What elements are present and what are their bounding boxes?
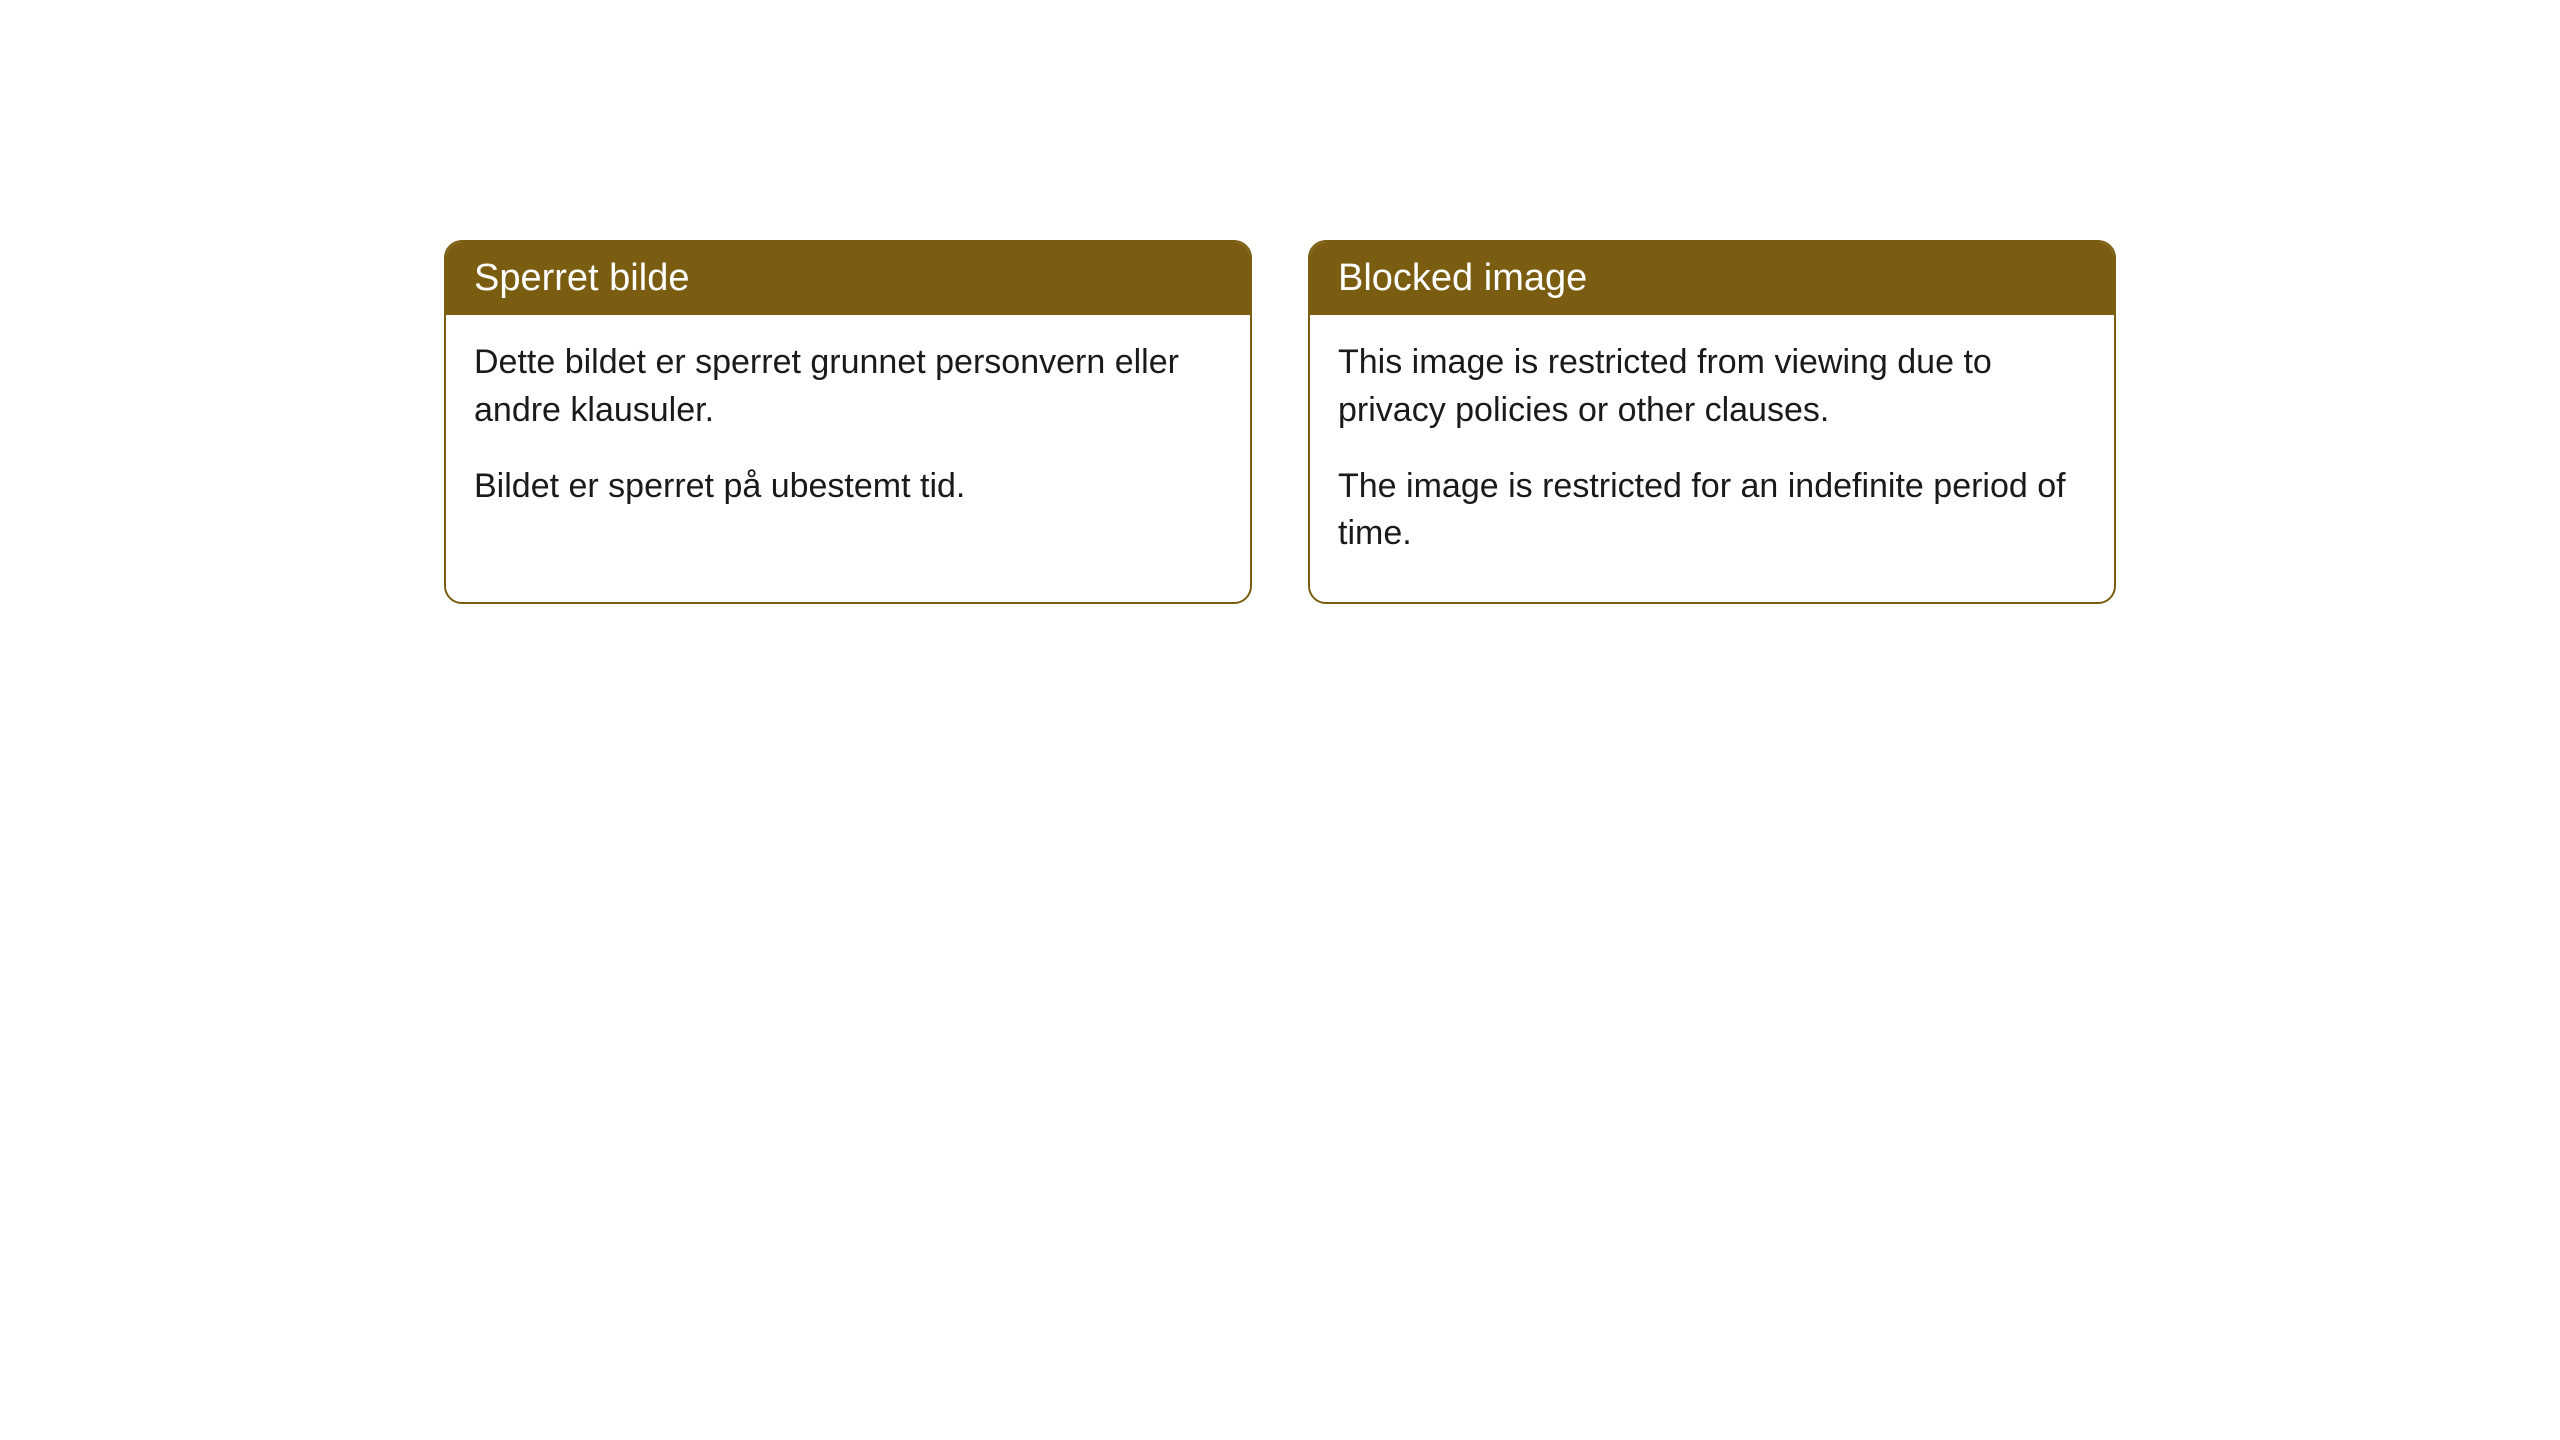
notice-card-english: Blocked image This image is restricted f…: [1308, 240, 2116, 604]
card-body: This image is restricted from viewing du…: [1310, 315, 2114, 601]
card-title: Blocked image: [1338, 257, 1587, 299]
card-paragraph: Dette bildet er sperret grunnet personve…: [474, 339, 1222, 434]
card-header: Sperret bilde: [446, 242, 1250, 315]
card-title: Sperret bilde: [474, 257, 689, 299]
card-paragraph: Bildet er sperret på ubestemt tid.: [474, 463, 1222, 511]
notice-card-norwegian: Sperret bilde Dette bildet er sperret gr…: [444, 240, 1252, 604]
card-paragraph: The image is restricted for an indefinit…: [1338, 463, 2086, 558]
card-header: Blocked image: [1310, 242, 2114, 315]
card-body: Dette bildet er sperret grunnet personve…: [446, 315, 1250, 554]
notice-cards-container: Sperret bilde Dette bildet er sperret gr…: [444, 240, 2116, 604]
card-paragraph: This image is restricted from viewing du…: [1338, 339, 2086, 434]
